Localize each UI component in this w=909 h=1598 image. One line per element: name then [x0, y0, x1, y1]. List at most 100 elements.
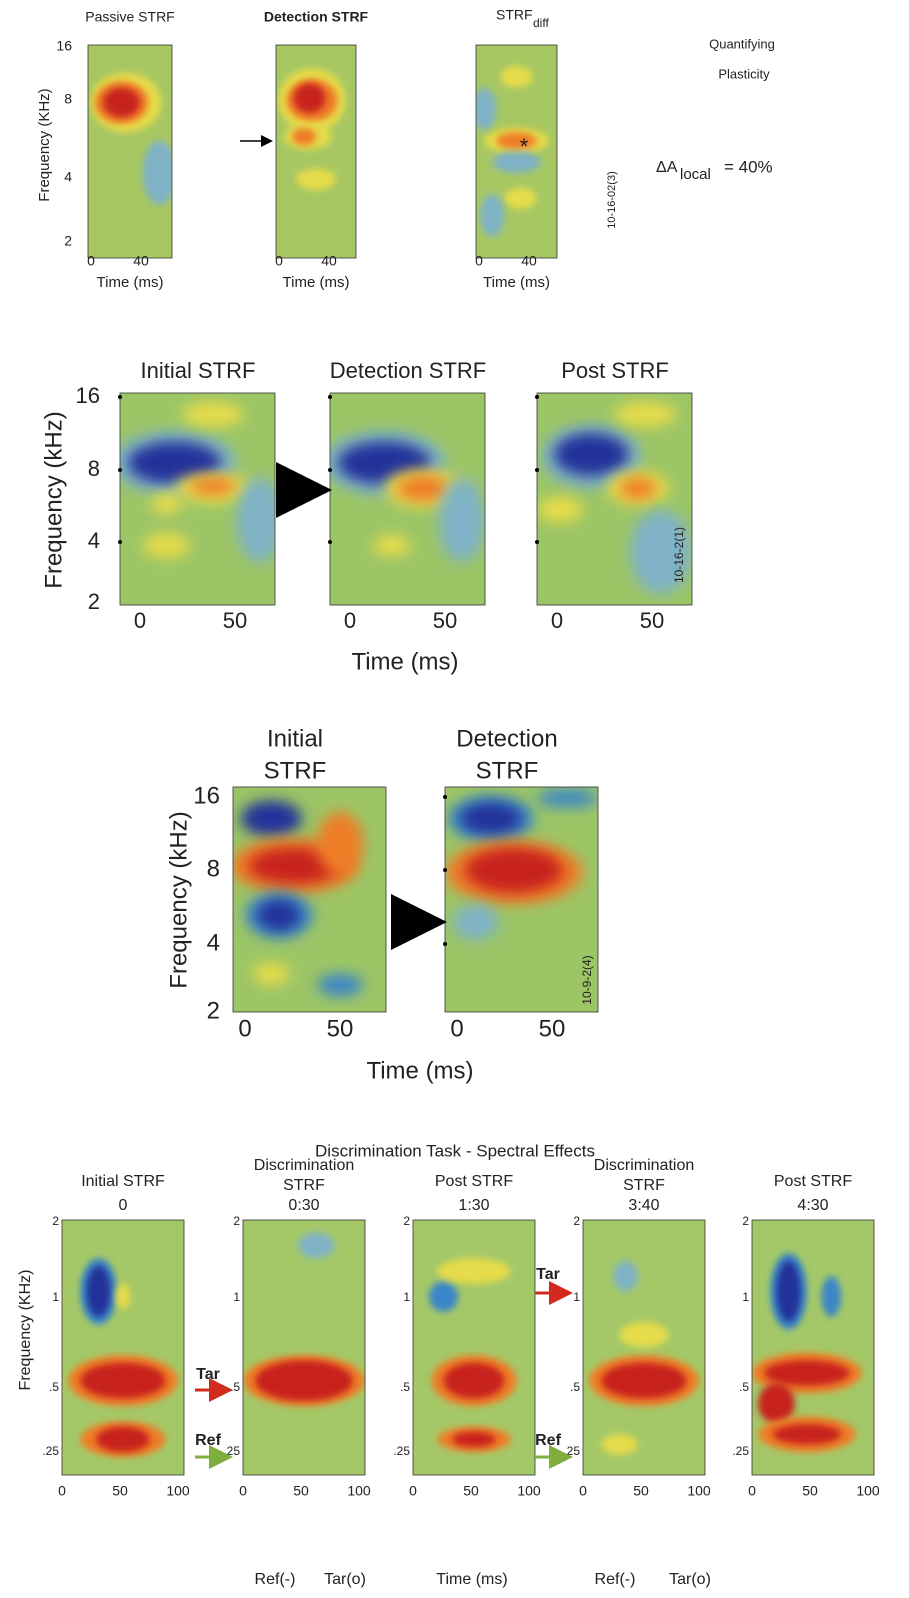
response-blob	[292, 128, 316, 146]
response-blob	[496, 132, 537, 150]
panel-title: Post STRF	[561, 358, 669, 383]
marker: *	[520, 134, 529, 159]
response-blob	[601, 1434, 638, 1455]
tick-dot	[118, 395, 122, 399]
panel-title: STRF	[496, 7, 533, 23]
panel-title: Initial	[267, 725, 323, 752]
x-axis-label: Ref(-)	[255, 1571, 296, 1588]
response-blob	[537, 496, 584, 523]
x-tick-label: 40	[521, 253, 537, 269]
delta-value: = 40%	[724, 157, 773, 176]
response-blob	[619, 1322, 669, 1348]
panel-title: STRF	[283, 1177, 325, 1194]
panel-frame	[475, 44, 558, 259]
y-tick-label: 1	[573, 1290, 580, 1304]
panel-title: Discrimination	[254, 1157, 354, 1174]
response-blob	[480, 194, 505, 237]
x-tick-label: 0	[58, 1483, 66, 1499]
x-tick-label: 50	[802, 1483, 818, 1499]
strf-panel	[752, 1220, 874, 1475]
strf-panel	[537, 393, 692, 605]
tick-dot	[328, 540, 332, 544]
response-blob	[317, 973, 364, 997]
response-blob	[80, 1362, 166, 1399]
panel-title: Detection	[456, 725, 557, 752]
response-blob	[293, 83, 326, 114]
strf-panel	[476, 45, 557, 258]
y-tick-label: .25	[393, 1444, 410, 1458]
y-tick-label: .25	[42, 1444, 59, 1458]
x-tick-label: 100	[687, 1483, 711, 1499]
y-tick-label: 1	[742, 1290, 749, 1304]
x-axis-label: Time (ms)	[97, 274, 164, 291]
response-blob	[452, 1431, 496, 1447]
y-axis-label: Frequency (KHz)	[17, 1270, 34, 1391]
reference-label: Ref	[535, 1432, 561, 1449]
panel-background	[243, 1220, 365, 1475]
panel-time: 4:30	[797, 1197, 828, 1214]
y-tick-label: 2	[573, 1214, 580, 1228]
panel-time: 0	[119, 1197, 128, 1214]
panel-frame	[61, 1219, 185, 1476]
y-tick-label: 1	[233, 1290, 240, 1304]
response-blob	[613, 1260, 638, 1292]
panel-title: STRF	[476, 757, 539, 784]
panel-frame	[751, 1219, 875, 1476]
response-blob	[373, 535, 411, 557]
side-title: Plasticity	[718, 66, 770, 81]
y-tick-label: 4	[88, 528, 100, 553]
side-title: Quantifying	[709, 36, 775, 51]
response-blob	[296, 168, 336, 190]
delta-subscript: local	[680, 166, 711, 183]
x-tick-label: 0	[275, 253, 283, 269]
tick-dot	[535, 540, 539, 544]
response-blob	[500, 66, 533, 88]
response-blob	[554, 433, 629, 476]
y-tick-label: 4	[207, 929, 220, 956]
y-tick-label: 16	[56, 38, 72, 54]
y-axis-label: Frequency (KHz)	[36, 88, 53, 201]
strf-panel	[330, 393, 485, 605]
cell-id: 10-9-2(4)	[580, 955, 594, 1004]
x-tick-label: 0	[551, 608, 563, 633]
tick-dot	[535, 468, 539, 472]
delta-symbol: ΔA	[656, 159, 678, 176]
x-tick-label: 100	[856, 1483, 880, 1499]
response-blob	[428, 1281, 459, 1312]
strf-panel	[583, 1220, 705, 1475]
y-tick-label: 2	[64, 233, 72, 249]
response-blob	[142, 140, 172, 205]
response-blob	[821, 1276, 842, 1317]
tick-dot	[443, 868, 447, 872]
y-tick-label: 16	[193, 782, 220, 809]
response-blob	[86, 1265, 111, 1317]
response-blob	[619, 477, 657, 499]
panel-title: Detection STRF	[264, 9, 369, 25]
y-tick-label: 8	[207, 855, 220, 882]
x-tick-label: 0	[239, 1483, 247, 1499]
x-tick-label: 100	[166, 1483, 190, 1499]
y-tick-label: .5	[739, 1380, 749, 1394]
x-axis-label: Time (ms)	[351, 648, 458, 675]
y-axis-label: Frequency (kHz)	[40, 411, 67, 588]
response-blob	[96, 1426, 150, 1453]
x-axis-label: Tar(o)	[669, 1571, 711, 1588]
x-tick-label: 0	[134, 608, 146, 633]
y-tick-label: 2	[207, 997, 220, 1024]
panel-frame	[119, 392, 276, 606]
panel-frame	[582, 1219, 706, 1476]
target-label: Tar	[536, 1266, 560, 1283]
x-axis-label: Time (ms)	[366, 1057, 473, 1084]
tick-dot	[535, 395, 539, 399]
panel-title-subscript: diff	[533, 16, 549, 30]
x-tick-label: 50	[463, 1483, 479, 1499]
reference-label: Ref	[195, 1432, 221, 1449]
y-tick-label: 2	[742, 1214, 749, 1228]
response-blob	[776, 1260, 801, 1322]
cell-id: 10-16-2(1)	[672, 527, 686, 583]
x-tick-label: 50	[433, 608, 457, 633]
x-axis-label: Tar(o)	[324, 1571, 366, 1588]
response-blob	[189, 477, 237, 495]
strf-panel	[62, 1220, 184, 1475]
